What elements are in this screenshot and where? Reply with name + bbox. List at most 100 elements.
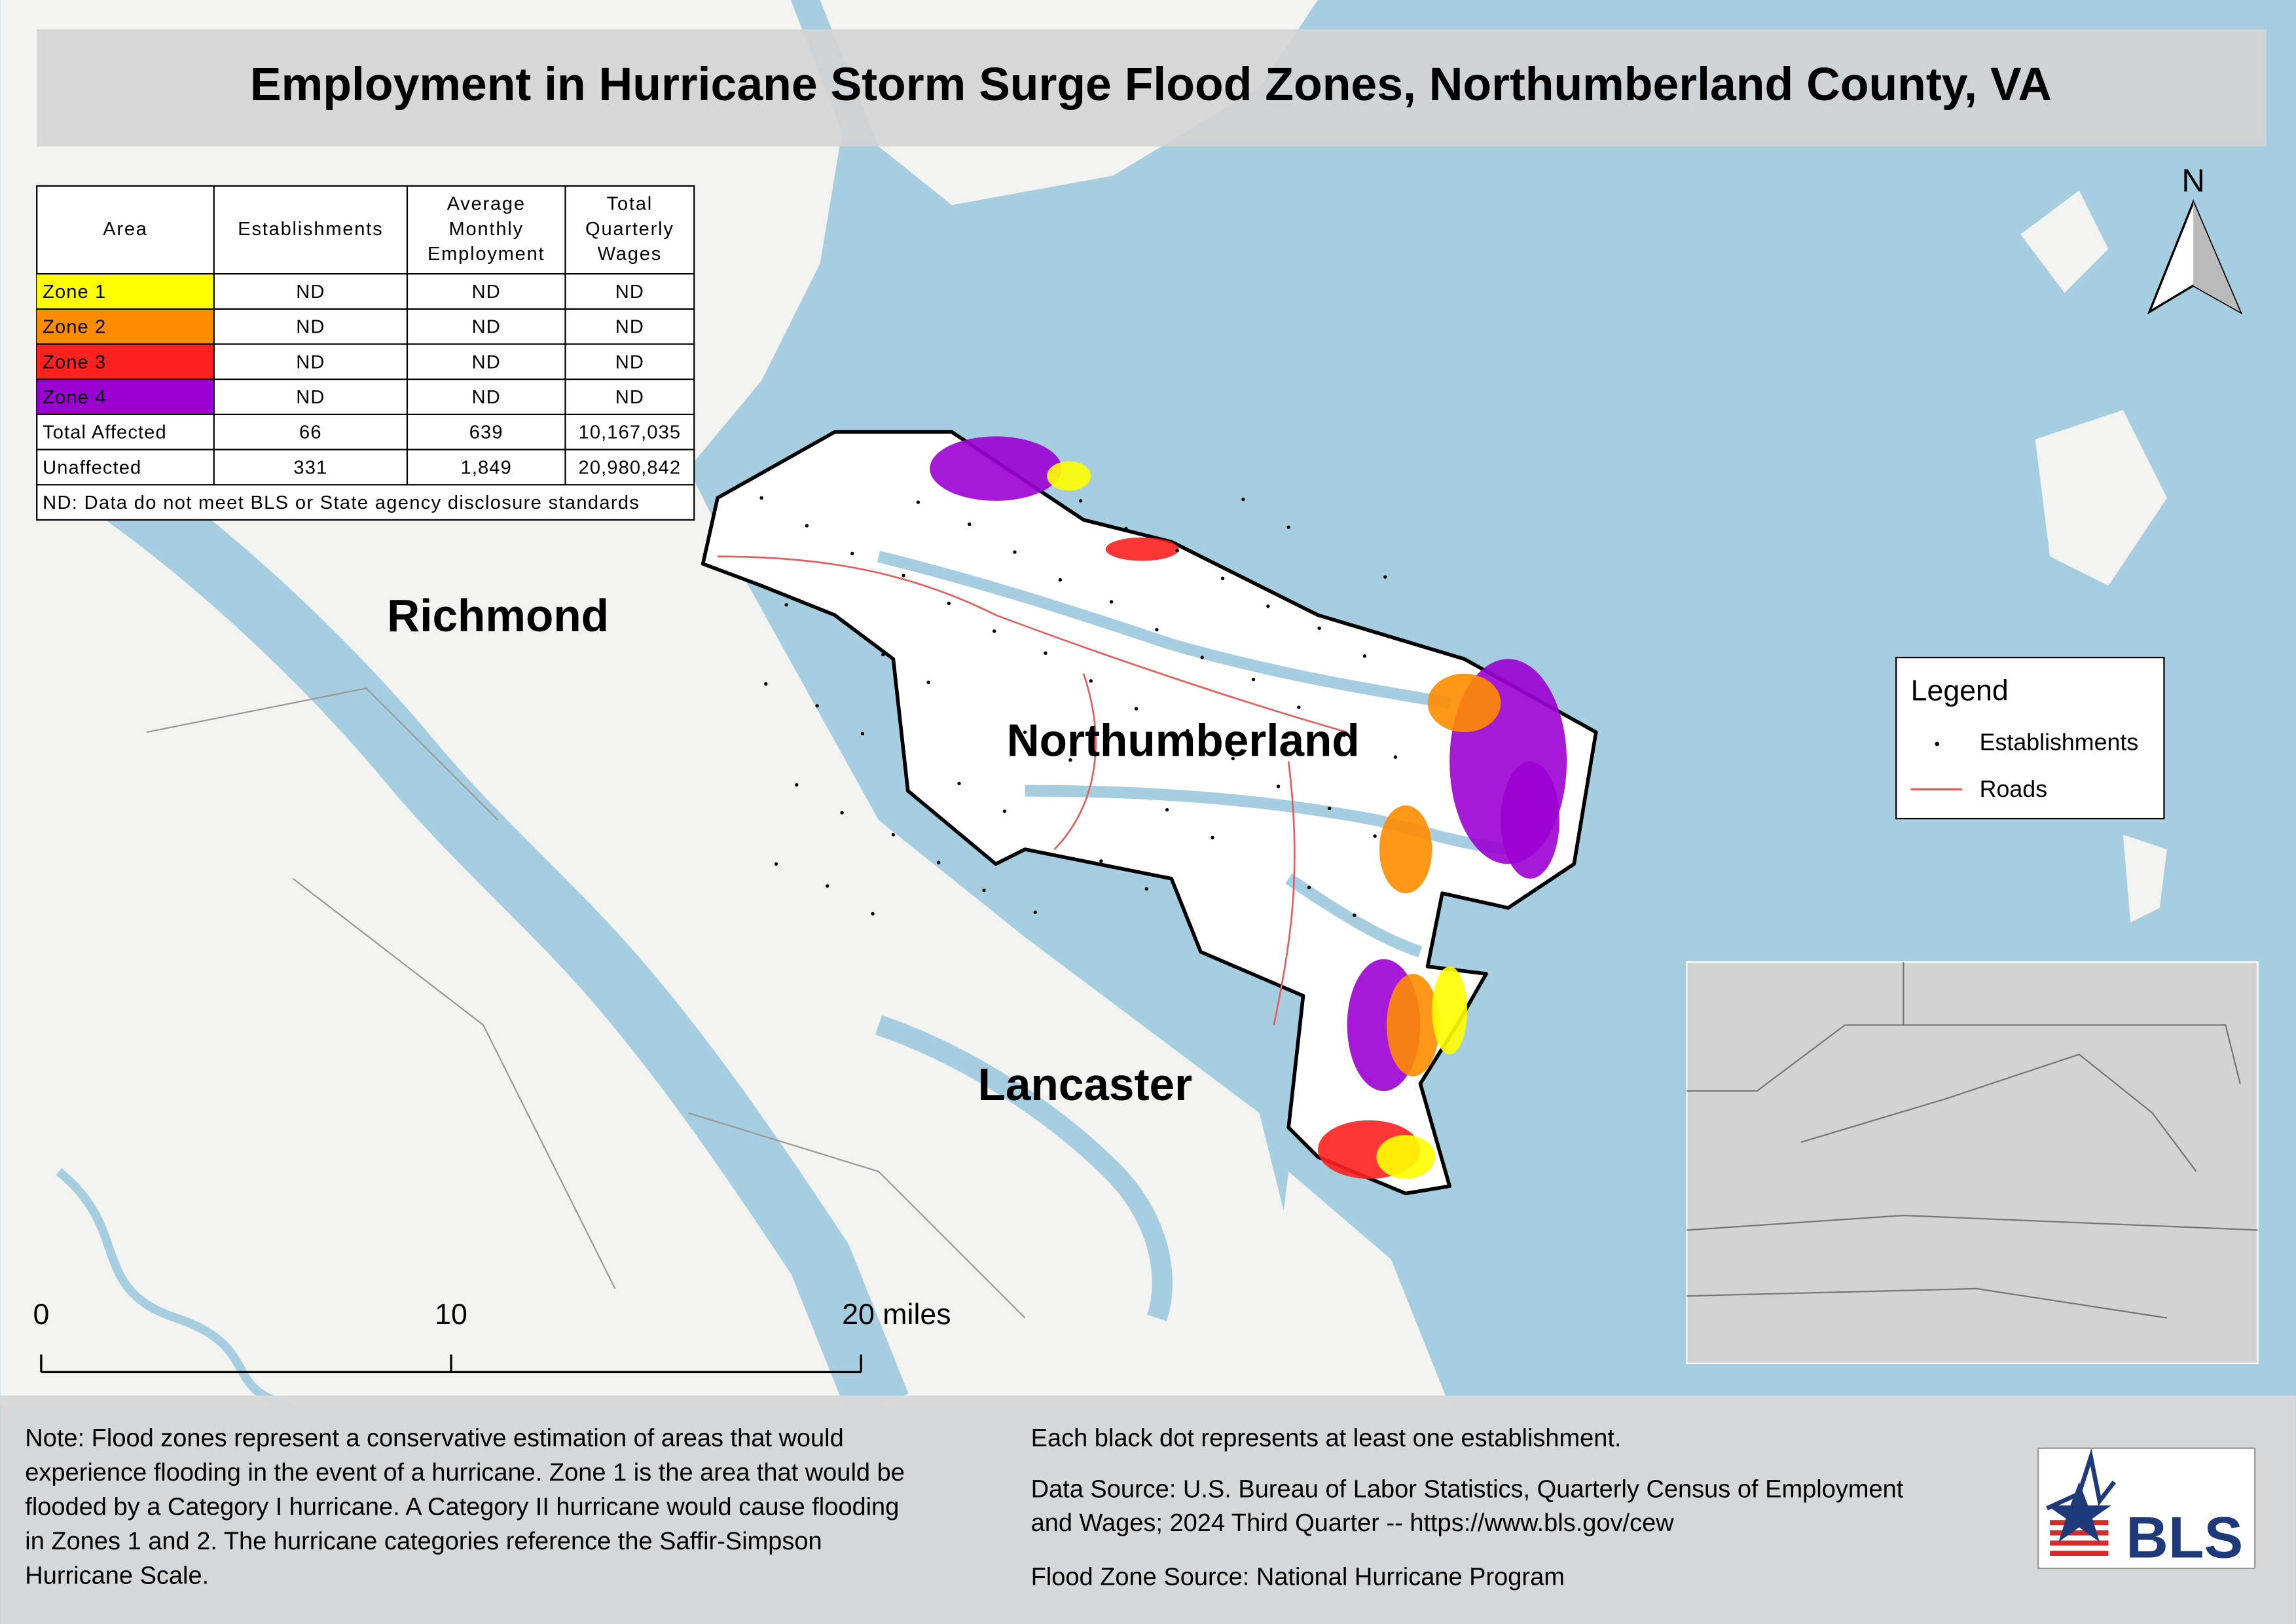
establishment-dot [1342,733,1346,737]
establishment-dot [902,574,905,578]
establishment-dot [957,781,961,786]
island [2123,834,2167,923]
table-cell: 10,167,035 [579,422,682,443]
north-label: N [2181,163,2205,199]
flood-zone [1501,761,1559,879]
establishment-dot [1058,578,1063,582]
establishment-dot [1165,807,1169,812]
table-header: Wages [598,244,662,265]
establishment-dot [881,652,885,657]
notes-band [0,1395,2296,1624]
establishment-dot [860,731,865,736]
legend-item: Establishments [1980,729,2139,755]
establishment-dot [1033,910,1037,914]
inlet [877,551,1451,709]
table-cell: ND [472,282,501,303]
table-cell: ND [615,317,644,338]
table-cell: 1,849 [461,457,512,478]
establishment-dot [871,912,875,916]
flood-zone [1427,673,1501,733]
establishment-dot [1362,654,1367,658]
establishment-dot [1220,576,1225,581]
data-table: Area Establishments Average Monthly Employme… [36,185,695,521]
establishment-dot [937,860,941,864]
island [2020,190,2109,293]
table-cell: ND [296,387,325,408]
establishment-dot [1317,626,1321,631]
establishment-dot [815,704,819,708]
source-line: Flood Zone Source: National Hurricane Pr… [1031,1564,1565,1591]
zone-swatch [37,344,214,380]
table-header: Establishments [238,219,383,240]
source-line: Data Source: U.S. Bureau of Labor Statis… [1031,1476,1904,1504]
zone-swatch [37,379,214,415]
road [1273,761,1296,1025]
establishment-dot [764,682,768,686]
establishment-dot [784,602,788,607]
establishment-dot [993,629,996,633]
table-cell: ND [296,282,325,303]
note-line: Hurricane Scale. [25,1562,209,1589]
establishment-dot [1186,729,1190,733]
county-label: Richmond [387,590,609,641]
establishment-dot [1200,655,1204,659]
establishment-dot [1297,705,1301,709]
river [56,1168,294,1411]
inset-border [1903,1024,2241,1084]
establishment-dot [1023,730,1027,734]
establishment-dot [916,500,920,504]
row-label: Unaffected [43,457,141,478]
table-footnote: ND: Data do not meet BLS or State agency… [43,492,640,513]
county-line [146,687,499,821]
flood-zone [1379,805,1432,894]
establishment-dot [1144,887,1148,891]
establishment-dot [826,884,829,888]
establishment-dot [1099,859,1103,863]
establishment-dot [1211,836,1214,840]
table-cell: ND [472,317,501,338]
table-header: Quarterly [585,219,674,240]
title: Employment in Hurricane Storm Surge Floo… [250,58,2052,111]
establishment-dot [1307,885,1311,889]
scale-label: 0 [33,1299,49,1331]
establishment-dot [840,811,844,815]
establishment-dot [1241,497,1245,502]
note-line: experience flooding in the event of a hu… [25,1459,905,1486]
scale-label: 10 [435,1299,467,1331]
establishment-dot [1276,784,1281,788]
table-cell: ND [472,352,501,373]
land [1259,1171,1450,1406]
legend-item: Roads [1980,776,2047,802]
flood-zone [1376,1135,1435,1179]
logo-stripe [2050,1530,2109,1536]
river [875,1015,1173,1321]
road [1053,673,1097,850]
table-header: Area [103,219,148,240]
establishment-dot [1109,600,1114,604]
establishment-dot [1013,550,1017,554]
establishment-dot [1002,809,1007,813]
table-cell: 20,980,842 [579,457,682,478]
table-cell: ND [472,387,501,408]
establishment-dot [1155,627,1159,632]
establishment-dot [1134,707,1139,711]
north-arrow-shade [2193,202,2240,312]
row-label: Zone 3 [43,352,106,373]
note-line: in Zones 1 and 2. The hurricane categori… [25,1528,822,1555]
establishment-dot [1044,651,1048,655]
logo-line [2046,1448,2117,1511]
inlet [1285,874,1423,958]
table-cell: 66 [299,422,322,443]
establishment-dot [774,862,778,866]
establishment-dot [1353,913,1357,917]
inset-map [1686,961,2259,1365]
establishment-dot [1328,806,1332,811]
establishment-dot [1286,525,1290,529]
source-line: Each black dot represents at least one e… [1031,1424,1622,1452]
establishment-dot [1373,834,1377,838]
establishment-dot [982,888,986,893]
logo-text: BLS [2126,1504,2243,1570]
title-band [37,29,2267,147]
table-header: Total [607,194,653,215]
